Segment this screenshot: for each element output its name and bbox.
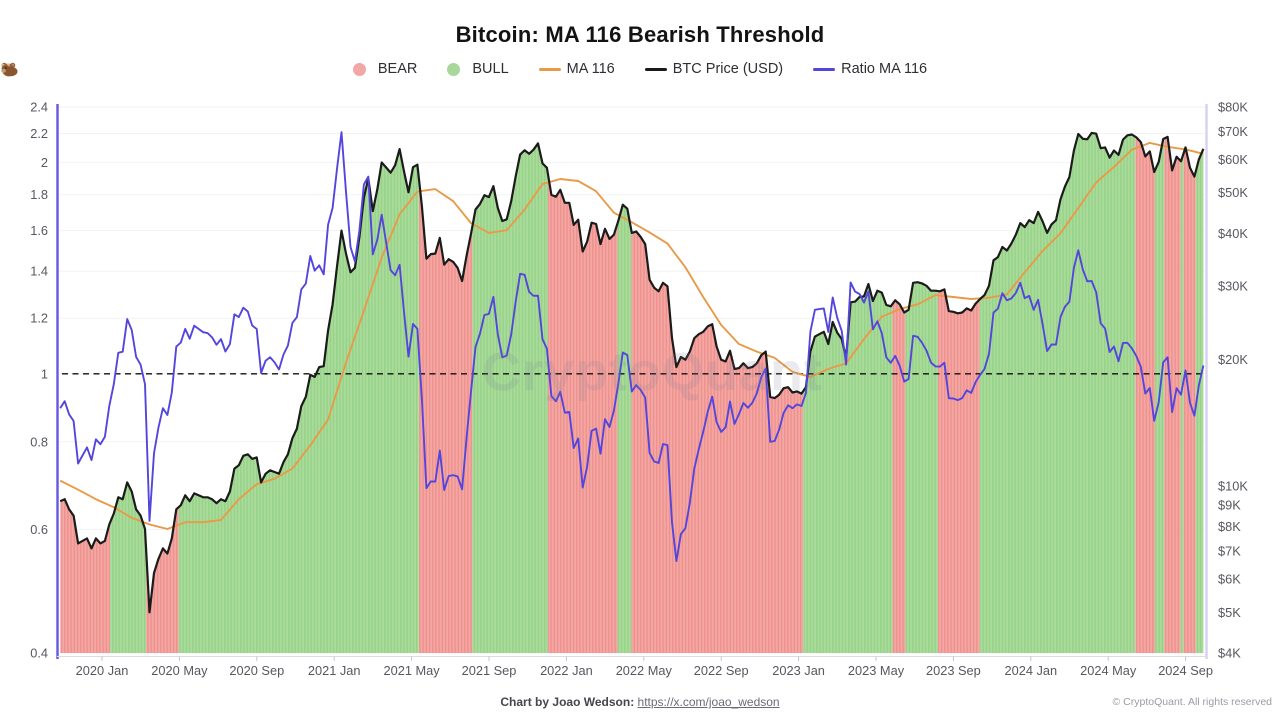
chart-canvas[interactable]: 2.4 2.2 2 1.8 1.6 1.4 1.2 1 0.8 0.6 0.4 $80K $70K $60…	[0, 0, 1280, 690]
svg-text:$40K: $40K	[1218, 226, 1248, 241]
svg-text:2020 Jan: 2020 Jan	[76, 663, 129, 678]
svg-text:2024 Sep: 2024 Sep	[1158, 663, 1213, 678]
svg-text:2023 Sep: 2023 Sep	[926, 663, 981, 678]
bull-color-dot	[447, 62, 461, 76]
copyright-notice: © CryptoQuant. All rights reserved	[1112, 696, 1272, 708]
svg-text:1.2: 1.2	[30, 311, 48, 326]
svg-text:$5K: $5K	[1218, 605, 1241, 620]
bear-band	[1135, 132, 1155, 653]
svg-text:$50K: $50K	[1218, 185, 1248, 200]
bull-band	[178, 132, 419, 653]
svg-text:$6K: $6K	[1218, 572, 1241, 587]
bear-color-dot	[352, 62, 366, 76]
page-title: Bitcoin: MA 116 Bearish Threshold	[455, 22, 825, 47]
bear-band	[1183, 132, 1196, 653]
svg-text:2021 Jan: 2021 Jan	[308, 663, 361, 678]
ratio-line-swatch	[813, 67, 836, 71]
svg-text:$70K: $70K	[1218, 124, 1248, 139]
bull-band	[1155, 132, 1165, 653]
bear-band	[1164, 132, 1181, 653]
svg-text:2020 Sep: 2020 Sep	[229, 663, 284, 678]
svg-text:2022 Sep: 2022 Sep	[694, 663, 749, 678]
chart-credit: Chart by Joao Wedson: https://x.com/joao…	[0, 695, 1280, 709]
bear-band	[60, 132, 111, 653]
left-axis-labels: 2.4 2.2 2 1.8 1.6 1.4 1.2 1 0.8 0.6 0.4	[30, 100, 48, 661]
ma116-line	[59, 141, 1204, 530]
svg-text:2.4: 2.4	[30, 100, 48, 115]
legend-bear-label: BEAR	[377, 61, 418, 77]
svg-text:$8K: $8K	[1218, 519, 1241, 534]
svg-text:$9K: $9K	[1218, 498, 1241, 513]
legend-item-ma116[interactable]: MA 116	[538, 61, 615, 77]
svg-text:2020 May: 2020 May	[151, 663, 208, 678]
svg-text:2024 May: 2024 May	[1080, 663, 1137, 678]
legend-bull-label: BULL	[472, 61, 509, 77]
bull-band	[803, 132, 893, 653]
svg-text:0.6: 0.6	[30, 522, 48, 537]
legend-item-ratio[interactable]: Ratio MA 116	[813, 61, 927, 77]
legend-ma-label: MA 116	[566, 61, 615, 77]
price-line-swatch	[644, 67, 667, 71]
ma-line-swatch	[538, 67, 561, 71]
legend-item-bull[interactable]: BULL	[1, 61, 509, 77]
x-axis-labels: 2020 Jan 2020 May 2020 Sep 2021 Jan 2021 May…	[76, 656, 1213, 678]
right-axis-labels: $80K $70K $60K $50K $40K $30K $20K $10K $9K $8K $7…	[1218, 100, 1248, 661]
btc-price-line	[59, 131, 1205, 614]
svg-text:$60K: $60K	[1218, 152, 1248, 167]
regime-bands	[60, 132, 1204, 653]
svg-text:1.4: 1.4	[30, 264, 48, 279]
svg-text:$80K: $80K	[1218, 100, 1248, 115]
svg-text:0.8: 0.8	[30, 434, 48, 449]
bear-band	[419, 132, 473, 653]
svg-text:$20K: $20K	[1218, 352, 1248, 367]
bear-band	[547, 132, 618, 653]
svg-text:2: 2	[41, 155, 48, 170]
bull-band	[905, 132, 938, 653]
svg-text:$7K: $7K	[1218, 544, 1241, 559]
credit-link[interactable]: https://x.com/joao_wedson	[637, 695, 780, 709]
svg-text:1.6: 1.6	[30, 223, 48, 238]
bull-band	[472, 132, 548, 653]
svg-text:2023 Jan: 2023 Jan	[772, 663, 825, 678]
svg-text:2021 Sep: 2021 Sep	[462, 663, 517, 678]
bull-band	[979, 132, 1136, 653]
bull-band	[617, 132, 632, 653]
svg-text:2023 May: 2023 May	[848, 663, 905, 678]
chart-legend: BEAR BULL MA 116 BTC Price (USD) Ratio M…	[0, 61, 1280, 77]
bull-band	[110, 132, 147, 653]
svg-text:0.4: 0.4	[30, 646, 48, 661]
svg-text:1: 1	[41, 366, 48, 381]
svg-text:1.8: 1.8	[30, 187, 48, 202]
svg-text:2.2: 2.2	[30, 126, 48, 141]
svg-text:$10K: $10K	[1218, 479, 1248, 494]
svg-text:$30K: $30K	[1218, 278, 1248, 293]
ratio-line	[59, 131, 1205, 563]
svg-text:$4K: $4K	[1218, 646, 1241, 661]
svg-text:2021 May: 2021 May	[383, 663, 440, 678]
credit-author: Chart by Joao Wedson:	[500, 695, 635, 709]
legend-price-label: BTC Price (USD)	[672, 61, 784, 77]
svg-text:2022 Jan: 2022 Jan	[540, 663, 593, 678]
bear-band	[631, 132, 804, 653]
bear-band	[937, 132, 980, 653]
svg-text:2024 Jan: 2024 Jan	[1004, 663, 1057, 678]
svg-text:2022 May: 2022 May	[616, 663, 673, 678]
legend-item-price[interactable]: BTC Price (USD)	[644, 61, 784, 77]
legend-ratio-label: Ratio MA 116	[841, 61, 928, 77]
bull-band	[1195, 132, 1204, 653]
